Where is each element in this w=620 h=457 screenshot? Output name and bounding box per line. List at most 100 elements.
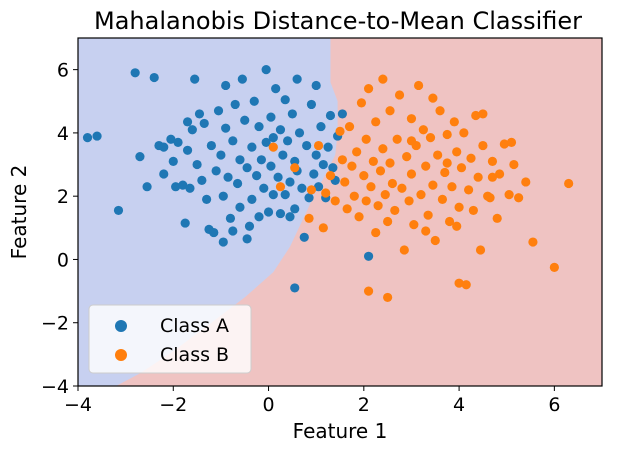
point-class-b [325,171,336,181]
point-class-b [435,106,445,116]
point-class-b [342,204,352,214]
point-class-b [499,139,509,149]
point-class-a [287,109,297,119]
point-class-b [371,227,381,238]
point-class-a [182,117,193,127]
plot-frame [77,37,603,387]
y-axis-label: Feature 2 [7,165,31,260]
point-class-b [390,205,400,216]
point-class-b [414,80,424,91]
point-class-b [371,117,381,127]
legend-box [88,304,252,374]
point-class-a [218,191,228,201]
point-class-b [454,202,464,212]
point-class-b [409,220,419,230]
point-class-b [509,159,519,170]
point-class-a [135,152,145,162]
point-class-b [504,190,514,200]
legend-label-class-b: Class B [160,344,229,366]
legend-marker-class-a [115,320,127,332]
point-class-b [344,121,355,132]
point-class-a [247,194,257,204]
point-class-b [275,182,286,192]
x-tick-label: −4 [64,394,92,416]
point-class-a [311,150,321,160]
y-tick-label: 0 [57,249,69,271]
point-class-a [316,121,326,132]
point-class-b [318,223,328,233]
y-axis-ticks: −4 −2 0 2 4 6 [41,60,78,398]
point-class-a [325,110,336,121]
point-class-a [254,212,264,222]
point-class-b [383,216,393,227]
x-tick-label: 4 [453,394,465,416]
point-class-a [256,155,266,165]
point-class-a [142,182,152,192]
point-class-a [130,68,140,78]
point-class-b [383,292,393,303]
point-class-a [363,251,374,261]
point-class-a [285,177,295,187]
point-class-b [394,90,405,100]
point-class-b [347,161,357,171]
point-class-a [304,193,314,203]
point-class-b [428,180,438,190]
point-class-a [113,205,124,216]
point-class-a [221,80,231,91]
point-class-b [564,178,574,189]
point-class-a [290,204,300,214]
point-class-a [235,202,245,212]
point-class-a [228,136,238,146]
point-class-a [218,237,228,247]
point-class-a [337,109,347,119]
point-class-b [428,93,438,103]
point-class-b [380,190,390,200]
y-tick-label: −2 [41,313,69,335]
point-class-a [268,133,278,143]
point-class-a [311,80,321,91]
point-class-b [440,167,450,178]
point-class-b [430,235,440,246]
class-a-region [78,38,338,386]
point-class-a [180,218,190,228]
point-class-b [514,193,524,203]
point-class-b [449,117,459,127]
point-class-a [313,182,324,192]
point-class-b [406,136,417,146]
point-class-b [406,169,417,179]
point-class-a [166,134,176,144]
y-tick-label: −4 [41,376,69,398]
point-class-a [206,140,216,151]
point-class-b [306,185,317,195]
point-class-b [313,140,324,151]
point-class-b [444,216,455,227]
point-class-a [259,183,269,193]
point-class-b [354,212,364,222]
point-class-a [232,178,243,189]
point-class-b [437,194,448,204]
point-class-a [275,208,286,219]
point-class-a [283,136,293,146]
point-class-a [263,207,274,217]
point-class-b [528,237,538,247]
point-class-b [423,210,433,220]
point-class-b [378,74,388,84]
point-class-a [323,142,333,152]
point-class-b [268,142,278,152]
point-class-b [337,155,347,165]
point-class-b [421,161,431,171]
legend-label-class-a: Class A [160,315,229,337]
point-class-a [285,212,295,222]
point-class-a [92,131,102,141]
point-class-b [368,156,378,166]
point-class-a [278,150,288,160]
point-class-a [318,159,328,170]
point-class-b [359,171,369,181]
point-class-a [252,171,262,181]
point-class-a [280,190,290,200]
point-class-b [521,177,531,187]
point-class-a [294,128,305,138]
point-class-a [221,123,231,133]
point-class-a [299,232,309,242]
